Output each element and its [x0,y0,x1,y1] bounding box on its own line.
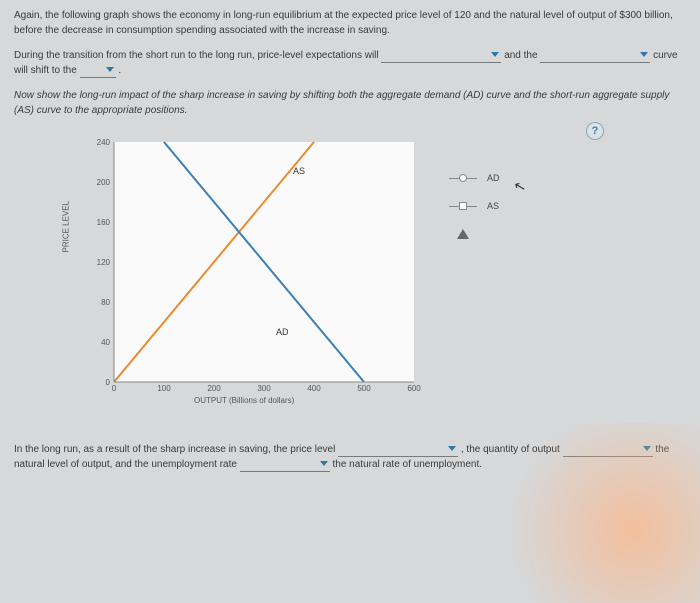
y-tick: 120 [90,258,110,267]
x-tick: 200 [202,384,226,393]
plot-area[interactable]: AS AD [114,142,414,382]
ad-line-label: AD [276,327,289,337]
x-tick: 100 [152,384,176,393]
x-tick: 300 [252,384,276,393]
chart-svg [114,142,414,382]
instruction-seg-a: Now show the long-run impact of the shar… [14,90,669,116]
x-tick: 0 [102,384,126,393]
intro-paragraph: Again, the following graph shows the eco… [14,8,686,38]
text-seg: . [118,65,121,76]
dropdown-direction[interactable] [80,65,116,78]
x-tick: 400 [302,384,326,393]
y-tick: 200 [90,178,110,187]
text-seg: the natural rate of unemployment. [332,459,482,470]
question-longrun: In the long run, as a result of the shar… [14,442,686,472]
dropdown-curve[interactable] [540,50,650,63]
dropdown-output[interactable] [563,444,653,457]
text-seg: and the [504,50,540,61]
x-tick: 500 [352,384,376,393]
legend-tool-handle[interactable] [449,224,500,244]
x-tick: 600 [402,384,426,393]
x-axis-label: OUTPUT (Billions of dollars) [194,396,294,405]
text-seg: , the quantity of output [461,444,563,455]
text-seg: In the long run, as a result of the shar… [14,444,338,455]
y-tick: 80 [90,298,110,307]
legend-as-label: AS [487,201,499,211]
text-seg: During the transition from the short run… [14,50,381,61]
instruction-paragraph: Now show the long-run impact of the shar… [14,88,686,118]
dropdown-price-level[interactable] [338,444,458,457]
y-axis-label: PRICE LEVEL [62,201,71,253]
legend-as-handle[interactable]: AS [449,196,500,216]
y-tick: 160 [90,218,110,227]
dropdown-unemployment[interactable] [240,459,330,472]
chart-legend: AD AS [449,168,500,252]
y-tick: 40 [90,338,110,347]
legend-ad-handle[interactable]: AD [449,168,500,188]
dropdown-expectations[interactable] [381,50,501,63]
cursor-icon: ↖ [512,177,528,196]
chart-container: ? AS AD PRICE LEVEL OUTPUT (Billions of … [54,128,574,428]
legend-ad-label: AD [487,173,500,183]
help-button[interactable]: ? [586,122,604,140]
y-tick: 240 [90,138,110,147]
question-transition: During the transition from the short run… [14,48,686,78]
as-line-label: AS [293,166,305,176]
